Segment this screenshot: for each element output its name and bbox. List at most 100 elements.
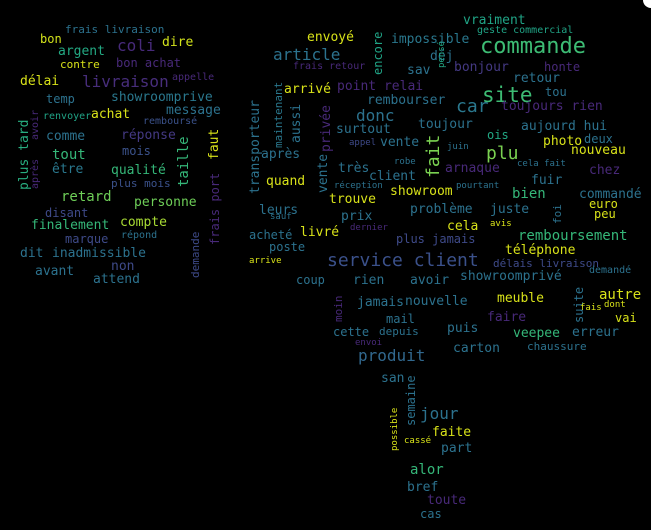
word-vai: vai: [615, 311, 637, 325]
word-sauf: sauf: [270, 212, 292, 222]
word-fuir: fuir: [531, 173, 563, 188]
word-juin: juin: [447, 142, 469, 152]
word-apres: après: [261, 147, 301, 162]
word-frais-port: frais port: [208, 172, 222, 245]
word-semaine: semaine: [404, 375, 418, 426]
word-encore: encore: [371, 31, 385, 75]
word-car: car: [456, 96, 489, 117]
word-juste: juste: [490, 202, 530, 217]
word-part: part: [441, 441, 473, 456]
word-sav: sav: [407, 63, 431, 78]
word-retard: retard: [61, 189, 112, 205]
word-fait: fait: [423, 134, 444, 178]
word-mois: mois: [122, 144, 151, 158]
word-contre: contre: [60, 58, 100, 71]
word-article: article: [273, 45, 341, 64]
word-temp: temp: [46, 92, 75, 106]
word-dej: déj: [430, 49, 454, 64]
word-nouvelle: nouvelle: [405, 294, 468, 309]
word-livre: livré: [300, 225, 340, 240]
word-inadmissible: inadmissible: [52, 246, 146, 261]
word-frais-retour: frais retour: [293, 61, 366, 72]
word-cela: cela: [447, 219, 479, 234]
word-toute: toute: [427, 493, 467, 508]
word-frais-livraison: frais livraison: [65, 23, 165, 36]
word-plus-jamais: plus jamais: [396, 232, 476, 246]
word-leurs: leurs: [259, 203, 299, 218]
word-possible: possible: [390, 407, 400, 451]
word-fais: fais: [580, 303, 602, 313]
word-faire: faire: [487, 310, 527, 325]
word-site: site: [482, 83, 533, 107]
word-toujours-rien: toujours rien: [501, 99, 603, 114]
word-peu: peu: [594, 207, 616, 221]
word-chaussure: chaussure: [527, 340, 587, 353]
word-bon: bon: [40, 32, 62, 46]
word-commande: commande: [480, 34, 586, 59]
word-cette: cette: [333, 325, 370, 339]
word-argent: argent: [58, 44, 105, 59]
word-bon-achat: bon achat: [116, 56, 182, 70]
word-privee: privée: [319, 105, 334, 152]
word-compte: compte: [120, 215, 167, 230]
word-tou: tou: [545, 85, 567, 99]
word-dernier: dernier: [350, 223, 388, 233]
word-donc: donc: [356, 106, 395, 125]
word-deux: deux: [584, 132, 613, 146]
word-etre: être: [52, 162, 84, 177]
word-avoir: avoir: [30, 109, 41, 140]
word-arrive: arrivé: [284, 82, 331, 97]
word-dire: dire: [162, 35, 194, 50]
word-dit: dit: [20, 246, 44, 261]
word-showroom: showroom: [390, 184, 453, 199]
word-envoye: envoyé: [307, 30, 354, 45]
word-vraiment: vraiment: [463, 13, 526, 28]
word-depuis: depuis: [379, 325, 419, 338]
word-probleme: problème: [410, 202, 473, 217]
word-dont: dont: [604, 300, 626, 310]
word-quand: quand: [266, 174, 306, 189]
corner-dot: [643, 0, 651, 8]
word-impossible: impossible: [391, 32, 470, 47]
word-bref: bref: [407, 480, 439, 495]
word-veepee: veepee: [513, 326, 560, 341]
word-comme: comme: [46, 129, 86, 144]
word-rembourse: remboursé: [143, 116, 198, 127]
word-toujour: toujour: [418, 117, 473, 132]
word-cela-fait: cela fait: [517, 159, 566, 169]
word-honte: honte: [544, 60, 581, 74]
word-erreur: erreur: [572, 325, 619, 340]
word-delai: délai: [20, 74, 60, 89]
word-delais-livraison: délais livraison: [493, 257, 599, 270]
word-marque: marque: [65, 232, 109, 246]
word-service-client: service client: [327, 250, 479, 271]
word-faite: faite: [432, 425, 472, 440]
word-avis: avis: [490, 219, 512, 229]
word-achete: acheté: [249, 228, 293, 242]
word-casse: cassé: [404, 436, 432, 446]
word-qualite: qualité: [111, 163, 166, 178]
word-taille: taille: [176, 136, 192, 187]
word-poste: poste: [269, 240, 306, 254]
word-appel: appel: [349, 138, 377, 148]
word-avant: avant: [35, 264, 75, 279]
word-coli: coli: [117, 36, 156, 55]
word-achat: achat: [91, 107, 131, 122]
word-foi: foi: [551, 204, 564, 224]
word-showroomprive: showroomprivé: [460, 269, 562, 284]
word-point-relai: point relai: [337, 79, 424, 94]
word-photo: photo: [543, 134, 583, 149]
word-demande: demandé: [589, 265, 632, 276]
word-faut: faut: [207, 128, 222, 160]
word-chez: chez: [589, 163, 621, 178]
word-san: san: [381, 371, 405, 386]
word-finalement: finalement: [31, 218, 110, 233]
word-envoi: envoi: [355, 338, 383, 348]
word-maintenant: maintenant: [272, 81, 285, 148]
word-livraison: livraison: [82, 72, 169, 91]
word-apres: après: [30, 158, 41, 189]
word-bien: bien: [512, 186, 546, 202]
word-jour: jour: [420, 404, 459, 423]
word-pourtant: pourtant: [456, 181, 500, 191]
